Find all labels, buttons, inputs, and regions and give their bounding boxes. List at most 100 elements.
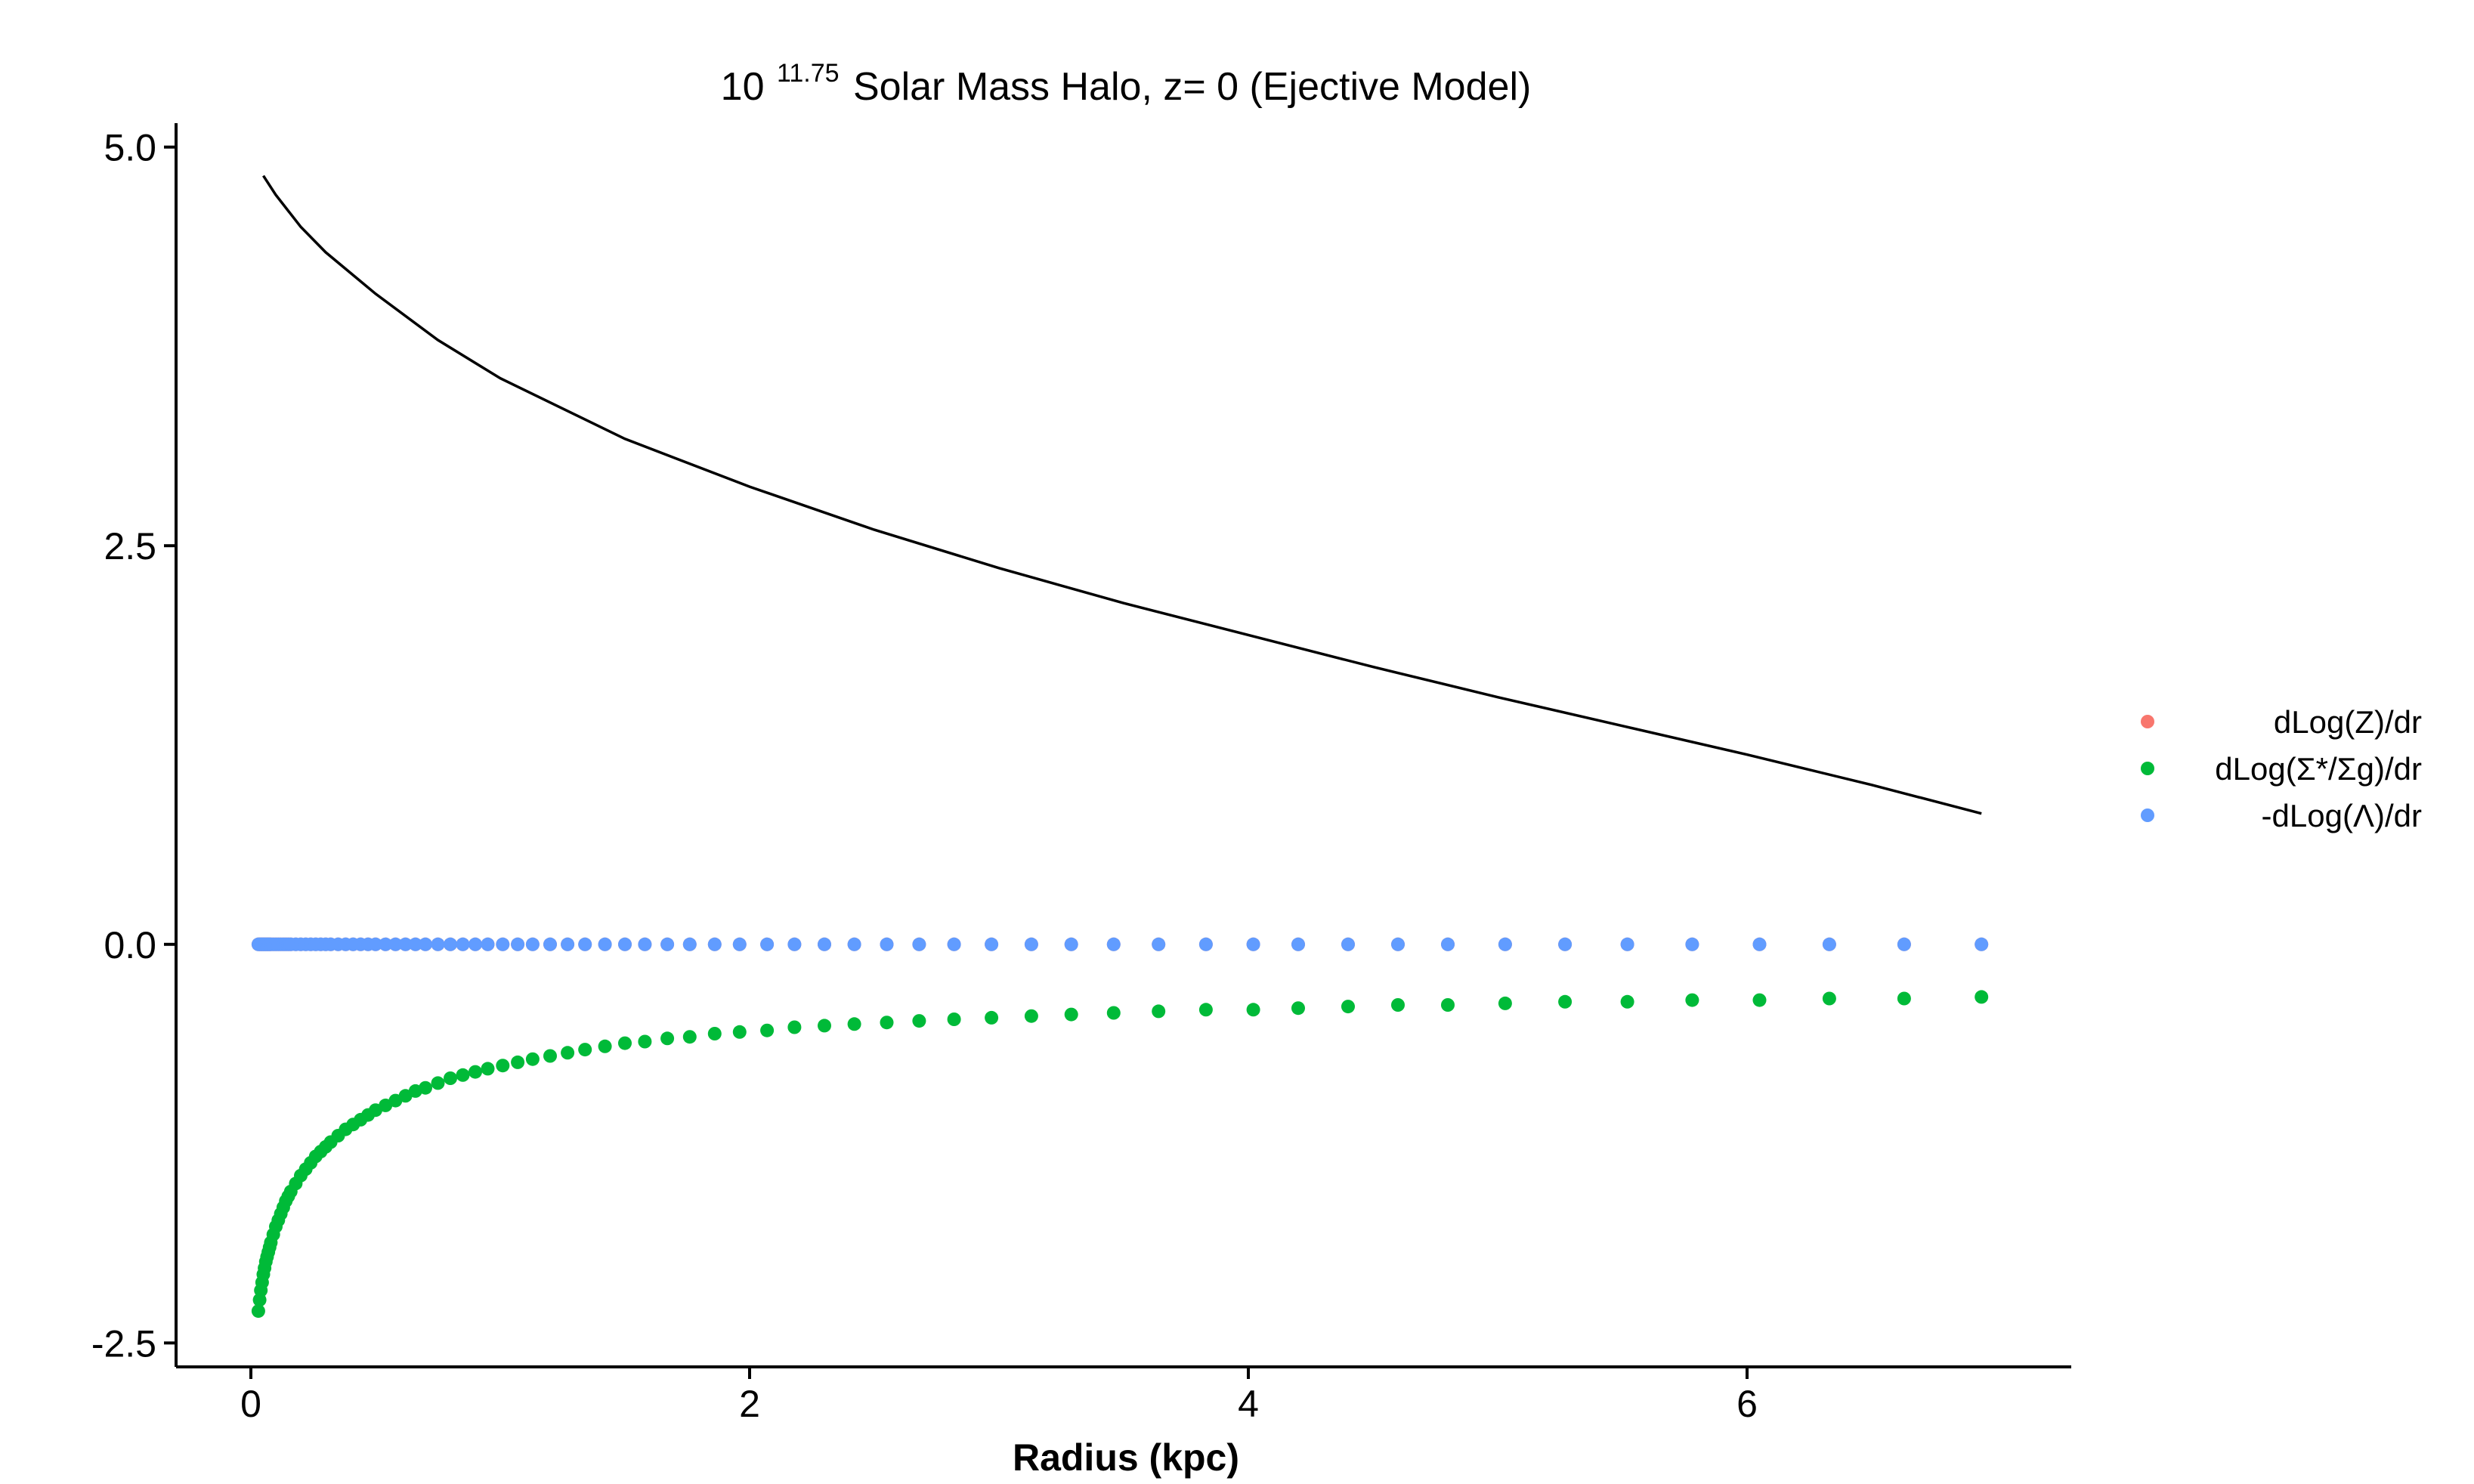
legend-swatch bbox=[2141, 762, 2154, 775]
data-point bbox=[1064, 1007, 1078, 1022]
data-point bbox=[578, 1043, 592, 1057]
data-point bbox=[525, 1052, 540, 1066]
data-point bbox=[1752, 937, 1767, 951]
data-point bbox=[1498, 937, 1512, 951]
legend-swatch bbox=[2141, 715, 2154, 728]
data-point bbox=[1975, 990, 1989, 1004]
data-point bbox=[1685, 993, 1699, 1007]
data-point bbox=[525, 937, 540, 951]
data-point bbox=[947, 1013, 961, 1026]
data-point bbox=[408, 937, 422, 951]
data-point bbox=[912, 1014, 926, 1028]
data-point bbox=[818, 937, 831, 951]
data-point bbox=[1498, 996, 1512, 1010]
data-point bbox=[1246, 937, 1260, 951]
data-point bbox=[496, 1059, 510, 1073]
data-point bbox=[707, 937, 722, 951]
data-point bbox=[1106, 937, 1121, 951]
data-point bbox=[660, 1031, 675, 1046]
data-point bbox=[1897, 991, 1911, 1006]
data-point bbox=[1024, 937, 1038, 951]
data-point bbox=[1341, 937, 1355, 951]
data-point bbox=[912, 937, 926, 951]
series-2 bbox=[251, 937, 1989, 951]
data-point bbox=[1246, 1003, 1260, 1017]
data-point bbox=[496, 937, 510, 951]
legend-label: -dLog(Λ)/dr bbox=[2262, 798, 2422, 833]
y-tick-label: 0.0 bbox=[104, 924, 156, 966]
data-point bbox=[431, 1076, 445, 1090]
data-point bbox=[511, 1055, 525, 1069]
legend-label: dLog(Σ*/Σg)/dr bbox=[2215, 751, 2422, 787]
data-point bbox=[251, 1304, 265, 1319]
data-point bbox=[1558, 994, 1573, 1009]
data-point bbox=[578, 937, 592, 951]
data-point bbox=[732, 937, 747, 951]
data-point bbox=[369, 937, 382, 951]
data-point bbox=[1152, 1004, 1166, 1019]
data-point bbox=[1024, 1009, 1038, 1023]
legend: dLog(Z)/dr dLog(Σ*/Σg)/dr -dLog(Λ)/dr bbox=[2141, 704, 2422, 833]
data-point bbox=[543, 937, 557, 951]
data-point bbox=[1685, 937, 1699, 951]
data-point bbox=[1291, 1001, 1305, 1016]
y-ticks: 5.0 2.5 0.0 -2.5 bbox=[91, 127, 176, 1365]
data-point bbox=[818, 1019, 831, 1033]
data-point bbox=[1198, 1003, 1213, 1017]
data-point bbox=[419, 1081, 432, 1095]
data-point bbox=[985, 937, 999, 951]
data-point bbox=[598, 937, 612, 951]
legend-item: -dLog(Λ)/dr bbox=[2141, 798, 2422, 833]
data-point bbox=[760, 1023, 775, 1037]
data-point bbox=[1620, 937, 1634, 951]
data-point bbox=[1106, 1006, 1121, 1020]
x-tick-label: 2 bbox=[739, 1383, 760, 1425]
data-point bbox=[1064, 937, 1078, 951]
trend-line bbox=[262, 175, 1982, 815]
data-point bbox=[1291, 937, 1305, 951]
line-layer bbox=[262, 175, 1982, 815]
chart-title: 10 11.75 Solar Mass Halo, z= 0 (Ejective… bbox=[721, 59, 1532, 109]
data-point bbox=[511, 937, 525, 951]
data-point bbox=[1975, 937, 1989, 951]
data-point bbox=[1752, 993, 1767, 1007]
data-point bbox=[707, 1027, 722, 1040]
chart-title-base: 10 bbox=[721, 65, 765, 109]
data-point bbox=[1152, 937, 1166, 951]
data-point bbox=[598, 1039, 612, 1053]
data-point bbox=[543, 1049, 557, 1063]
data-point bbox=[660, 937, 675, 951]
data-point bbox=[388, 937, 403, 951]
data-point bbox=[732, 1025, 747, 1039]
x-axis-title: Radius (kpc) bbox=[1013, 1436, 1239, 1479]
points-layer bbox=[251, 937, 1989, 1319]
data-point bbox=[760, 937, 775, 951]
data-point bbox=[456, 937, 470, 951]
data-point bbox=[880, 1016, 894, 1030]
data-point bbox=[847, 1017, 861, 1031]
data-point bbox=[469, 1065, 482, 1079]
data-point bbox=[985, 1010, 999, 1025]
data-point bbox=[1822, 991, 1836, 1006]
chart-title-exponent: 11.75 bbox=[777, 59, 840, 88]
legend-item: dLog(Z)/dr bbox=[2141, 704, 2422, 740]
data-point bbox=[1198, 937, 1213, 951]
data-point bbox=[561, 937, 575, 951]
data-point bbox=[1391, 937, 1405, 951]
data-point bbox=[419, 937, 432, 951]
x-ticks: 0 2 4 6 bbox=[240, 1367, 1758, 1425]
data-point bbox=[561, 1046, 575, 1060]
chart-title-rest: Solar Mass Halo, z= 0 (Ejective Model) bbox=[853, 65, 1531, 109]
y-tick-label: -2.5 bbox=[91, 1322, 156, 1365]
legend-item: dLog(Σ*/Σg)/dr bbox=[2141, 751, 2422, 787]
data-point bbox=[456, 1068, 470, 1082]
x-tick-label: 4 bbox=[1238, 1383, 1259, 1425]
data-point bbox=[682, 1030, 697, 1044]
y-tick-label: 5.0 bbox=[104, 127, 156, 169]
data-point bbox=[444, 1071, 457, 1085]
data-point bbox=[398, 937, 413, 951]
data-point bbox=[431, 937, 445, 951]
data-point bbox=[1441, 937, 1455, 951]
data-point bbox=[481, 937, 495, 951]
